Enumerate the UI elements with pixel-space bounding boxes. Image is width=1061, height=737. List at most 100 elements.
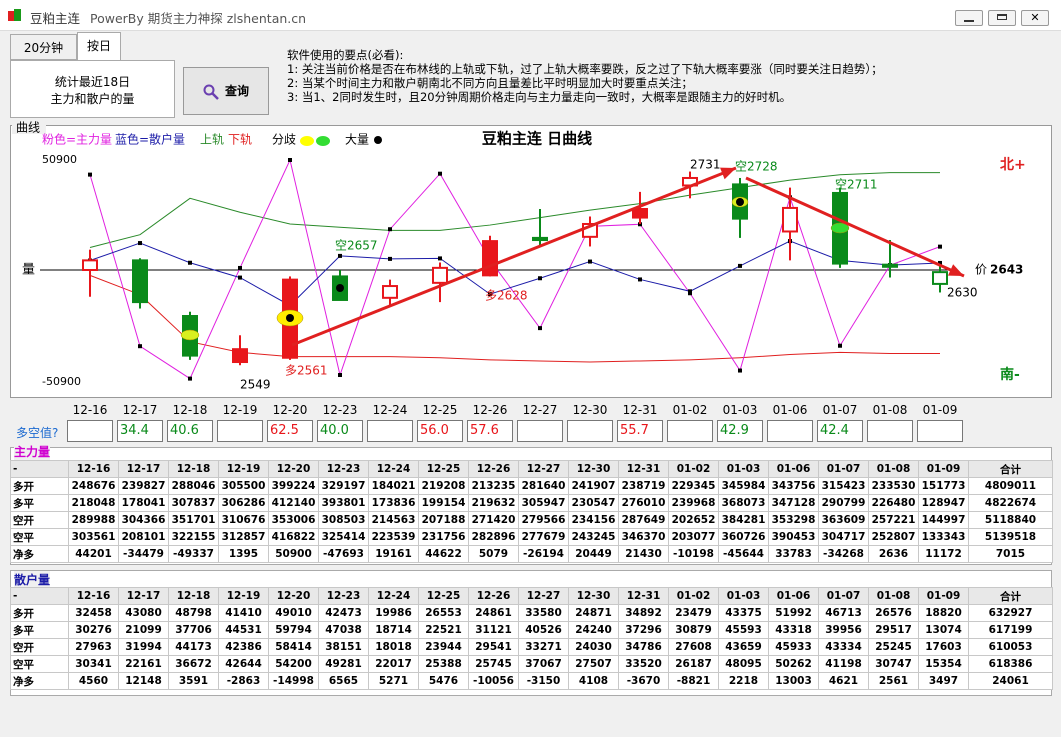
retail-line-point — [588, 259, 592, 264]
cell: 279566 — [518, 511, 569, 529]
header-cell: 12-27 — [518, 460, 569, 478]
ratio-box: 57.6 — [467, 420, 513, 442]
retail-line-point — [338, 253, 342, 258]
annotation: 2630 — [947, 286, 978, 300]
cell: 20449 — [568, 545, 619, 563]
cell: 44173 — [168, 638, 219, 656]
date-label: 12-27 — [522, 403, 558, 417]
cell: 230547 — [568, 494, 619, 512]
candle-body — [932, 271, 948, 285]
cell: 22161 — [118, 655, 169, 673]
date-label: 01-09 — [922, 403, 958, 417]
cell: 24861 — [468, 604, 519, 622]
cell: 5271 — [368, 672, 419, 690]
header-cell: - — [10, 460, 69, 478]
cell: 33580 — [518, 604, 569, 622]
main-line-point — [838, 343, 842, 348]
cell: 33783 — [768, 545, 819, 563]
big-volume-marker — [736, 198, 744, 206]
date-label: 12-25 — [422, 403, 458, 417]
header-cell: 01-09 — [918, 460, 969, 478]
close-button[interactable]: ✕ — [1021, 10, 1049, 26]
ratio-box — [367, 420, 413, 442]
ratio-box: 62.5 — [267, 420, 313, 442]
main-line-point — [138, 344, 142, 349]
annotation: 空2711 — [835, 178, 878, 192]
header-cell: 12-26 — [468, 460, 519, 478]
cell: 325414 — [318, 528, 369, 546]
cell: 18714 — [368, 621, 419, 639]
cell: 42473 — [318, 604, 369, 622]
main-line-point — [938, 244, 942, 249]
candle-body — [482, 240, 498, 277]
ratio-box: 40.0 — [317, 420, 363, 442]
date-label: 12-23 — [322, 403, 358, 417]
cell: 347128 — [768, 494, 819, 512]
row-name: 多平 — [10, 621, 69, 639]
candle-body — [82, 259, 98, 271]
cell: 43080 — [118, 604, 169, 622]
retail-line-point — [488, 292, 492, 297]
ratio-box: 55.7 — [617, 420, 663, 442]
cell: 4108 — [568, 672, 619, 690]
cell: 346370 — [618, 528, 669, 546]
header-cell: 12-23 — [318, 587, 369, 605]
cell: 44622 — [418, 545, 469, 563]
upper-band — [89, 172, 940, 249]
cell: 36672 — [168, 655, 219, 673]
header-cell: 12-20 — [268, 587, 319, 605]
cell: -34268 — [818, 545, 869, 563]
cell: 33271 — [518, 638, 569, 656]
cell: 30276 — [68, 621, 119, 639]
row-name: 净多 — [10, 545, 69, 563]
header-cell: 12-24 — [368, 460, 419, 478]
note-line: 3: 当1、2同时发生时，且20分钟周期价格走向与主力量走向一致时，大概率是跟随… — [287, 90, 792, 104]
cell: 42386 — [218, 638, 269, 656]
cell: 226480 — [868, 494, 919, 512]
cell: 24871 — [568, 604, 619, 622]
cell: 288046 — [168, 477, 219, 495]
ratio-box — [767, 420, 813, 442]
cell: 128947 — [918, 494, 969, 512]
ratio-box — [67, 420, 113, 442]
cell: 25245 — [868, 638, 919, 656]
header-cell: 12-30 — [568, 460, 619, 478]
cell: 203077 — [668, 528, 719, 546]
header-cell: 01-03 — [718, 587, 769, 605]
cell: 184021 — [368, 477, 419, 495]
retail-line-point — [688, 289, 692, 294]
date-label: 12-16 — [72, 403, 108, 417]
annotation: 多2561 — [285, 364, 328, 378]
search-icon — [203, 84, 219, 100]
stats-panel: 统计最近18日 主力和散户的量 — [10, 60, 175, 118]
cell: 243245 — [568, 528, 619, 546]
cell: 23944 — [418, 638, 469, 656]
legend-lower: 下轨 — [228, 133, 252, 147]
cell: 233530 — [868, 477, 919, 495]
minimize-button[interactable] — [955, 10, 983, 26]
cell: 26553 — [418, 604, 469, 622]
cell: 13003 — [768, 672, 819, 690]
cell: 238719 — [618, 477, 669, 495]
cell: 12148 — [118, 672, 169, 690]
cell: 151773 — [918, 477, 969, 495]
header-cell: 12-27 — [518, 587, 569, 605]
header-cell: 12-26 — [468, 587, 519, 605]
cell: 37067 — [518, 655, 569, 673]
cell: 307837 — [168, 494, 219, 512]
row-name: 空平 — [10, 655, 69, 673]
ratio-box: 34.4 — [117, 420, 163, 442]
cell: 33520 — [618, 655, 669, 673]
tab[interactable]: 20分钟 — [10, 34, 77, 60]
tab-selected[interactable]: 按日 — [77, 32, 121, 61]
date-label: 12-17 — [122, 403, 158, 417]
header-cell: 12-16 — [68, 460, 119, 478]
cell: 257221 — [868, 511, 919, 529]
retail-line-point — [538, 276, 542, 281]
legend-main: 粉色=主力量 — [42, 133, 112, 147]
panel-text: 统计最近18日 — [54, 75, 131, 89]
maximize-button[interactable] — [988, 10, 1016, 26]
query-button[interactable]: 查询 — [183, 67, 269, 115]
trend-arrow — [291, 166, 737, 347]
